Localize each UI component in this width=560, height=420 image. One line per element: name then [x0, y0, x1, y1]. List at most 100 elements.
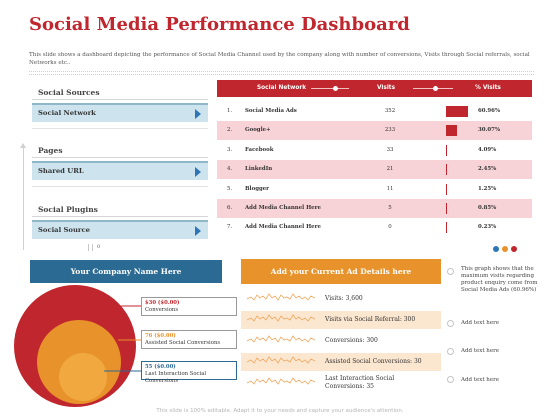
cell-pct: 30.07% [478, 127, 501, 134]
note-bullet-icon [447, 348, 454, 355]
cell-network: Add Media Channel Here [245, 205, 321, 211]
section-rule [32, 157, 208, 158]
visits-share-bar [446, 144, 448, 156]
section-heading-social-plugins: Social Plugins [38, 205, 98, 214]
cell-pct: 4.09% [478, 146, 497, 153]
cell-num: 2. [227, 127, 233, 134]
slider-knob[interactable] [333, 86, 338, 91]
note-text: This graph shows that the maximum visits… [461, 266, 538, 293]
cell-network: Add Media Channel Here [245, 224, 321, 231]
section-heading-social-sources: Social Sources [38, 88, 100, 97]
last-interaction-value: 55 ($0.00) [145, 364, 176, 370]
assisted-conversions-box: 76 ($0.00) Assisted Social Conversions [141, 330, 237, 349]
note-bullet-icon [447, 268, 454, 275]
visits-share-bar [446, 183, 447, 195]
cell-pct: 1.25% [478, 185, 497, 192]
table-row: 2. Google+ 233 30.07% [217, 121, 532, 141]
cell-network: Blogger [245, 185, 270, 192]
cell-num: 5. [227, 185, 233, 192]
social-network-label: Social Network [38, 109, 96, 117]
visits-share-bar [446, 203, 447, 214]
header-slider[interactable] [311, 86, 349, 91]
cell-network: Social Media Ads [245, 108, 297, 114]
cell-network: LinkedIn [245, 166, 273, 173]
note-text: Add text here [461, 348, 499, 354]
header-slider[interactable] [413, 86, 453, 91]
conversions-value: $30 ($0.00) [145, 300, 180, 306]
cell-num: 4. [227, 166, 233, 173]
sparkline-icon [247, 293, 316, 301]
footer-note: This slide is 100% editable. Adapt it to… [156, 408, 404, 414]
axis-tick [92, 244, 93, 251]
table-header: Social Network Visits % Visits [217, 80, 532, 97]
cell-visits: 0 [388, 224, 392, 231]
table-row: 3. Facebook 33 4.09% [217, 141, 532, 160]
note-bullet-icon [447, 320, 454, 327]
sparkline-icon [247, 356, 316, 364]
legend-dot [511, 246, 517, 252]
visits-share-bar [446, 164, 447, 176]
page-title: Social Media Performance Dashboard [29, 14, 410, 35]
table-row: 7. Add Media Channel Here 0 0.23% [217, 218, 532, 237]
table-row: 6. Add Media Channel Here 5 0.85% [217, 199, 532, 218]
cell-visits: 5 [388, 205, 392, 211]
last-interaction-box: 55 ($0.00) Last Interaction Social Conve… [141, 361, 237, 384]
note-text: Add text here [461, 320, 499, 326]
divider [29, 71, 534, 75]
cell-num: 7. [227, 224, 233, 231]
conversions-label: Conversions [145, 307, 179, 313]
ad-detail-row: Conversions: 300 [241, 332, 441, 350]
cell-num: 1. [227, 108, 233, 114]
cell-network: Google+ [245, 127, 271, 134]
axis-tick [88, 244, 89, 251]
color-legend [493, 246, 517, 252]
play-arrow-icon[interactable] [195, 226, 201, 236]
cell-network: Facebook [245, 146, 274, 153]
cell-pct: 0.85% [478, 205, 497, 211]
last-interaction-label: Last Interaction Social Conversions [145, 371, 207, 384]
conversion-circles [14, 285, 141, 407]
ad-detail-row: Visits: 3,600 [241, 290, 441, 308]
col-header-network: Social Network [257, 85, 307, 91]
cell-pct: 60.96% [478, 108, 501, 114]
table-row: 1. Social Media Ads 352 60.96% [217, 102, 532, 121]
page-subtitle: This slide shows a dashboard depicting t… [29, 52, 530, 66]
social-network-row[interactable]: Social Network [32, 103, 208, 122]
sparkline-icon [247, 314, 316, 322]
axis-arrow-icon [20, 143, 26, 148]
table-row: 4. LinkedIn 21 2.45% [217, 160, 532, 180]
sparkline-icon [247, 335, 316, 343]
shared-url-label: Shared URL [38, 167, 84, 175]
company-name-banner: Your Company Name Here [30, 260, 222, 283]
ad-detail-row: Last Interaction Social Conversions: 35 [241, 374, 441, 392]
visits-share-bar [446, 125, 457, 137]
social-source-label: Social Source [38, 226, 90, 234]
cell-visits: 233 [384, 127, 396, 134]
note-bullet-icon [447, 376, 454, 383]
note-text: Add text here [461, 377, 499, 383]
social-source-row[interactable]: Social Source [32, 220, 208, 239]
cell-pct: 2.45% [478, 166, 497, 173]
ad-detail-row: Assisted Social Conversions: 30 [241, 353, 441, 371]
section-heading-pages: Pages [38, 146, 63, 155]
sparkline-icon [247, 377, 316, 385]
assisted-value: 76 ($0.00) [145, 333, 176, 339]
section-rule [32, 99, 208, 100]
legend-dot [493, 246, 499, 252]
cell-visits: 352 [384, 108, 396, 114]
play-arrow-icon[interactable] [195, 109, 201, 119]
cell-visits: 33 [386, 146, 394, 153]
ad-details-banner: Add your Current Ad Details here [241, 259, 441, 284]
circle-last-interaction [59, 353, 107, 401]
slider-knob[interactable] [433, 86, 438, 91]
conversions-box: $30 ($0.00) Conversions [141, 297, 237, 316]
cell-num: 3. [227, 146, 233, 153]
cell-num: 6. [227, 205, 233, 211]
play-arrow-icon[interactable] [195, 167, 201, 177]
cell-visits: 11 [386, 185, 394, 192]
shared-url-row[interactable]: Shared URL [32, 161, 208, 180]
section-rule [32, 128, 208, 129]
ad-detail-text: Assisted Social Conversions: 30 [325, 358, 422, 365]
visits-share-bar [446, 222, 447, 234]
legend-dot [502, 246, 508, 252]
